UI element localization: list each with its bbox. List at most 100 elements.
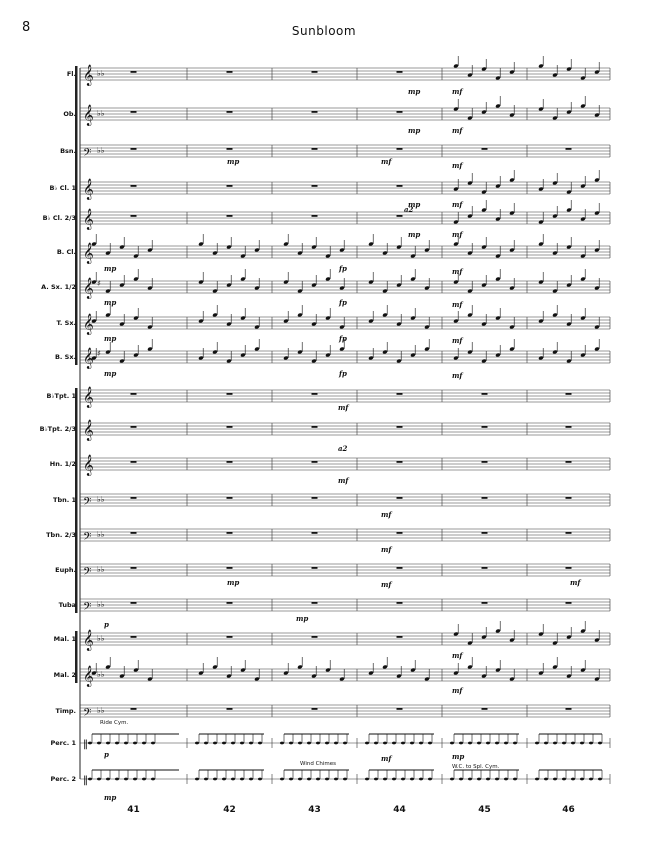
- dynamic-bsx-43: fp: [339, 369, 347, 378]
- score-title: Sunbloom: [291, 24, 357, 38]
- dynamic-fl-44: mp: [408, 87, 421, 96]
- svg-text:‖: ‖: [83, 739, 88, 750]
- dynamic-bsx-41: mp: [104, 369, 117, 378]
- instrument-label-b-tpt-2-3: B♭Tpt. 2/3: [39, 425, 76, 433]
- group-bracket-0: [75, 66, 78, 365]
- dynamic-perc1-41: p: [104, 750, 109, 759]
- measure-number-43: 43: [308, 805, 321, 815]
- staff-mal-2: 𝄞 ♭♭: [80, 657, 611, 687]
- dynamic-cl1-45: mf: [452, 200, 463, 209]
- staff-tuba: 𝄢 ♭♭: [80, 598, 611, 616]
- page-number: 8: [22, 20, 31, 35]
- dynamic-asx-41: mp: [104, 298, 117, 307]
- dynamic-cl23-44: mp: [408, 230, 421, 239]
- instrument-label-perc-2: Perc. 2: [50, 775, 77, 783]
- dynamic-tuba-41: p: [104, 620, 109, 629]
- svg-text:♭♭: ♭♭: [97, 600, 105, 609]
- svg-text:♭♭: ♭♭: [97, 670, 105, 679]
- instrument-label-tbn-1: Tbn. 1: [53, 496, 76, 504]
- svg-text:𝄞: 𝄞: [83, 243, 94, 264]
- dynamic-euph-46: mf: [570, 578, 581, 587]
- staff-ob: 𝄞 ♭♭: [80, 96, 611, 126]
- dynamic-perc1-44: mf: [381, 754, 392, 763]
- svg-text:♭♭: ♭♭: [97, 565, 105, 574]
- instrument-label-perc-1: Perc. 1: [50, 739, 77, 747]
- instrument-label-bsn: Bsn.: [60, 147, 76, 155]
- instrument-label-b-cl-1: B♭ Cl. 1: [49, 184, 76, 192]
- group-bracket-2: [75, 631, 78, 683]
- staff-tbn-1: 𝄢 ♭♭: [80, 493, 611, 511]
- dynamic-tsx-41: mp: [104, 334, 117, 343]
- dynamic-bsn-44: mf: [381, 157, 392, 166]
- svg-text:𝄞: 𝄞: [83, 420, 94, 441]
- a2-hn: a2: [338, 444, 348, 453]
- instrument-label-euph: Euph.: [55, 566, 76, 574]
- dynamic-tsx-45: mf: [452, 336, 463, 345]
- dynamic-tpt1-43: mf: [338, 403, 349, 412]
- dynamic-asx-43: fp: [339, 298, 347, 307]
- staff-b-cl-2-3: 𝄞: [80, 200, 611, 230]
- svg-text:𝄞: 𝄞: [83, 387, 94, 408]
- instrument-label-tbn-2-3: Tbn. 2/3: [46, 531, 76, 539]
- svg-text:♯: ♯: [97, 279, 101, 288]
- dynamic-tsx-43: fp: [339, 334, 347, 343]
- svg-text:𝄢: 𝄢: [83, 531, 91, 546]
- instrument-label-fl: Fl.: [66, 70, 76, 78]
- svg-text:𝄞: 𝄞: [83, 278, 94, 299]
- dynamic-perc1-45: mp: [452, 752, 465, 761]
- staff-mal-1: 𝄞 ♭♭: [80, 621, 611, 651]
- dynamic-bsn-42: mp: [227, 157, 240, 166]
- staff-t-sx: 𝄞: [80, 305, 611, 335]
- staff-hn-1-2: 𝄞: [80, 455, 611, 476]
- dynamic-euph-44: mf: [381, 580, 392, 589]
- svg-text:♭♭: ♭♭: [97, 634, 105, 643]
- svg-text:𝄢: 𝄢: [83, 147, 91, 162]
- dynamic-bcl-41: mp: [104, 264, 117, 273]
- instrument-label-tuba: Tuba: [58, 601, 76, 609]
- svg-text:♭♭: ♭♭: [97, 109, 105, 118]
- dynamic-ob-44: mp: [408, 126, 421, 135]
- dynamic-tuba-43: mp: [296, 614, 309, 623]
- dynamic-cl23-45: mf: [452, 230, 463, 239]
- staff-fl: 𝄞 ♭♭: [80, 56, 611, 86]
- staff-b-tpt-1: 𝄞: [80, 387, 611, 408]
- instrument-label-a-sx-1-2: A. Sx. 1/2: [41, 283, 76, 291]
- dynamic-mal1-45: mf: [452, 651, 463, 660]
- svg-text:𝄞: 𝄞: [83, 105, 94, 126]
- staff-perc-2: ‖: [80, 769, 611, 786]
- staff-a-sx-1-2: 𝄞 ♯: [80, 269, 611, 299]
- svg-text:♭♭: ♭♭: [97, 146, 105, 155]
- instrument-label-t-sx: T. Sx.: [56, 319, 76, 327]
- instrument-label-hn-1-2: Hn. 1/2: [49, 460, 76, 468]
- instrument-label-ob: Ob.: [63, 110, 76, 118]
- dynamic-fl-45: mf: [452, 87, 463, 96]
- dynamic-bsn-45: mf: [452, 161, 463, 170]
- svg-text:𝄞: 𝄞: [83, 455, 94, 476]
- svg-text:♭♭: ♭♭: [97, 706, 105, 715]
- dynamic-tbn23-44: mf: [381, 545, 392, 554]
- dynamic-bsx-45: mf: [452, 371, 463, 380]
- svg-text:𝄞: 𝄞: [83, 209, 94, 230]
- instrument-label-b-cl: B. Cl.: [56, 248, 76, 256]
- group-bracket-1: [75, 388, 78, 613]
- dynamic-bcl-43: fp: [339, 264, 347, 273]
- measure-number-45: 45: [478, 805, 491, 815]
- svg-text:♭♭: ♭♭: [97, 495, 105, 504]
- instrument-label-b-tpt-1: B♭Tpt. 1: [46, 392, 76, 400]
- dynamic-perc2-41: mp: [104, 793, 117, 802]
- a2-cl23: a2: [404, 205, 414, 214]
- svg-text:𝄞: 𝄞: [83, 630, 94, 651]
- wc-to-spl-cym-text: W.C. to Spl. Cym.: [452, 764, 500, 770]
- staff-b-cl-1: 𝄞: [80, 170, 611, 200]
- svg-text:𝄞: 𝄞: [83, 666, 94, 687]
- staff-timp: 𝄢 ♭♭: [80, 704, 611, 722]
- instrument-label-b-sx: B. Sx.: [54, 353, 76, 361]
- dynamic-asx-45: mf: [452, 300, 463, 309]
- svg-text:𝄢: 𝄢: [83, 566, 91, 581]
- staff-b-tpt-2-3: 𝄞: [80, 420, 611, 441]
- staff-perc-1: ‖: [80, 733, 611, 750]
- svg-text:𝄢: 𝄢: [83, 601, 91, 616]
- svg-text:𝄞: 𝄞: [83, 348, 94, 369]
- dynamic-ob-45: mf: [452, 126, 463, 135]
